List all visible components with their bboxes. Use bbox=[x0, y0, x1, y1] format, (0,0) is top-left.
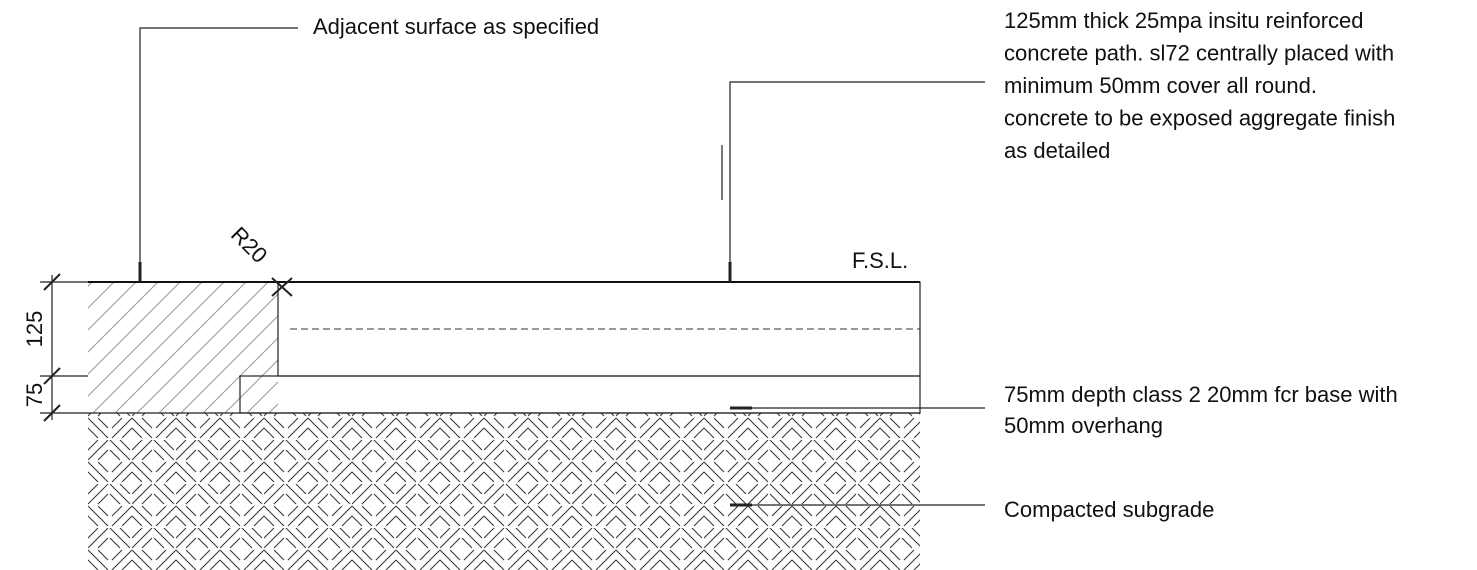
label-line: minimum 50mm cover all round. bbox=[1004, 73, 1317, 98]
label-line: 50mm overhang bbox=[1004, 413, 1163, 438]
fsl-label: F.S.L. bbox=[852, 248, 908, 273]
dim-label: 75 bbox=[22, 383, 47, 407]
label-line: concrete path. sl72 centrally placed wit… bbox=[1004, 40, 1394, 65]
radius-label: R20 bbox=[226, 222, 272, 268]
adjacent-surface bbox=[88, 282, 278, 413]
label-line: concrete to be exposed aggregate finish bbox=[1004, 105, 1395, 130]
label-line: as detailed bbox=[1004, 138, 1110, 163]
leaders bbox=[138, 27, 985, 507]
dim-label: 125 bbox=[22, 311, 47, 348]
concrete-note: 125mm thick 25mpa insitu reinforced concr… bbox=[1004, 8, 1395, 163]
label-line: 125mm thick 25mpa insitu reinforced bbox=[1004, 8, 1364, 33]
label: Adjacent surface as specified bbox=[313, 14, 599, 39]
base-note: 75mm depth class 2 20mm fcr base with 50m… bbox=[1004, 382, 1398, 438]
label-line: 75mm depth class 2 20mm fcr base with bbox=[1004, 382, 1398, 407]
subgrade bbox=[88, 413, 920, 570]
label: Compacted subgrade bbox=[1004, 497, 1214, 522]
dimension bbox=[40, 273, 88, 422]
